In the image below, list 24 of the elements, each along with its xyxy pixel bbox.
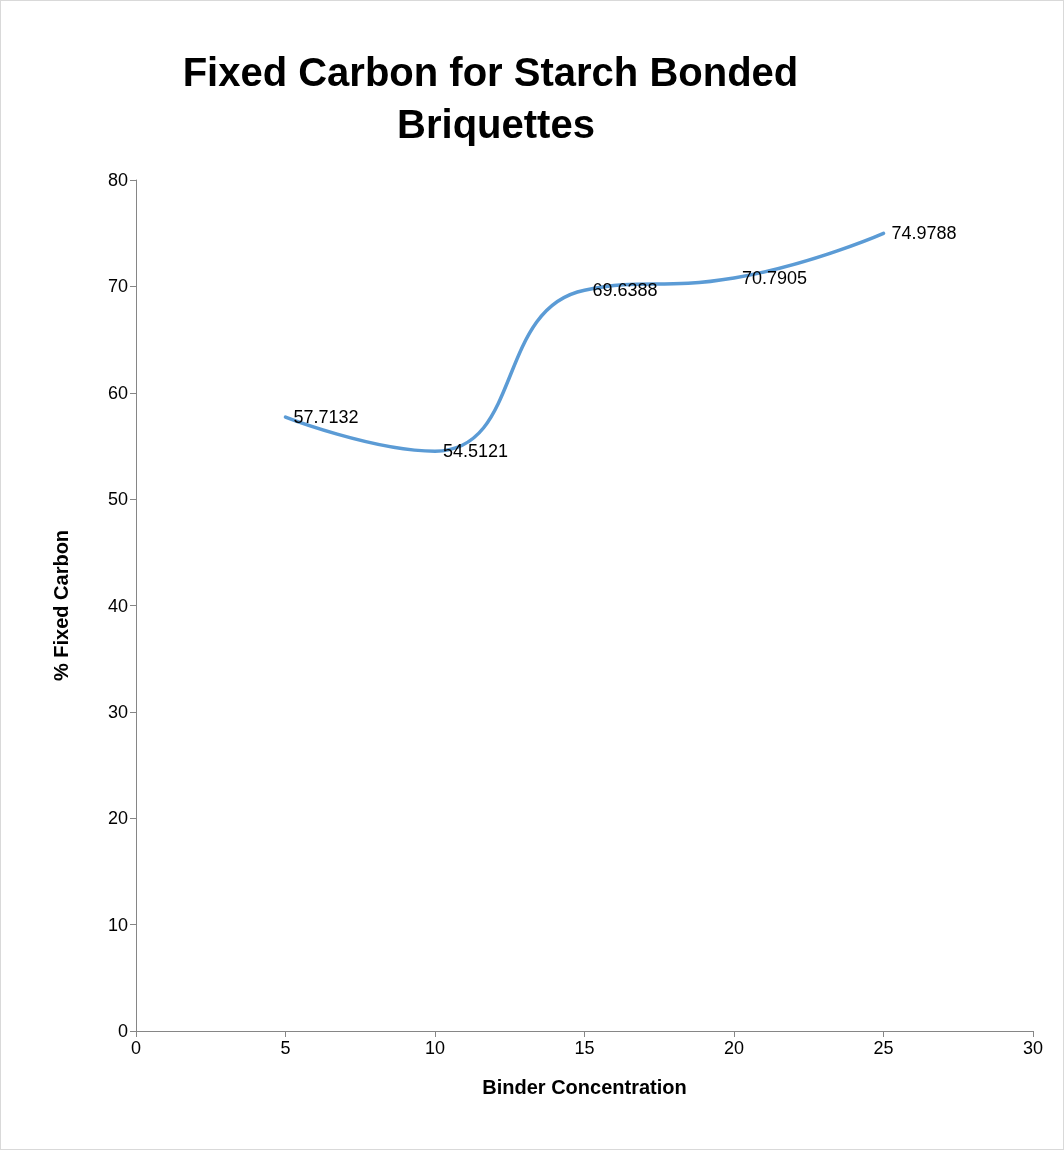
data-label: 57.7132 bbox=[293, 407, 359, 428]
x-tick-label: 30 bbox=[1022, 1038, 1044, 1058]
y-tick-label: 80 bbox=[107, 170, 128, 190]
data-label: 74.9788 bbox=[891, 223, 957, 244]
y-tick-label: 70 bbox=[107, 276, 128, 297]
y-tick-label: 10 bbox=[107, 914, 128, 935]
y-tick-label: 0 bbox=[117, 1021, 128, 1041]
x-tick-label: 20 bbox=[723, 1038, 745, 1058]
y-tick-label: 60 bbox=[107, 382, 128, 403]
y-axis-title: % Fixed Carbon bbox=[50, 529, 72, 682]
x-tick-label: 10 bbox=[424, 1038, 446, 1058]
y-tick-label: 40 bbox=[107, 595, 128, 616]
data-label: 54.5121 bbox=[443, 441, 509, 462]
y-tick-label: 30 bbox=[107, 701, 128, 722]
data-label: 69.6388 bbox=[592, 280, 658, 301]
x-tick-label: 25 bbox=[873, 1038, 894, 1058]
data-label: 70.7905 bbox=[742, 267, 808, 288]
x-axis-title: Binder Concentration bbox=[482, 1076, 687, 1098]
x-tick-label: 0 bbox=[130, 1038, 142, 1058]
x-tick-label: 5 bbox=[280, 1038, 291, 1058]
chart-title: Fixed Carbon for Starch Bonded Briquettes bbox=[182, 50, 810, 146]
x-tick-label: 15 bbox=[574, 1038, 595, 1058]
y-tick-label: 50 bbox=[107, 489, 128, 510]
y-tick-label: 20 bbox=[107, 808, 128, 829]
